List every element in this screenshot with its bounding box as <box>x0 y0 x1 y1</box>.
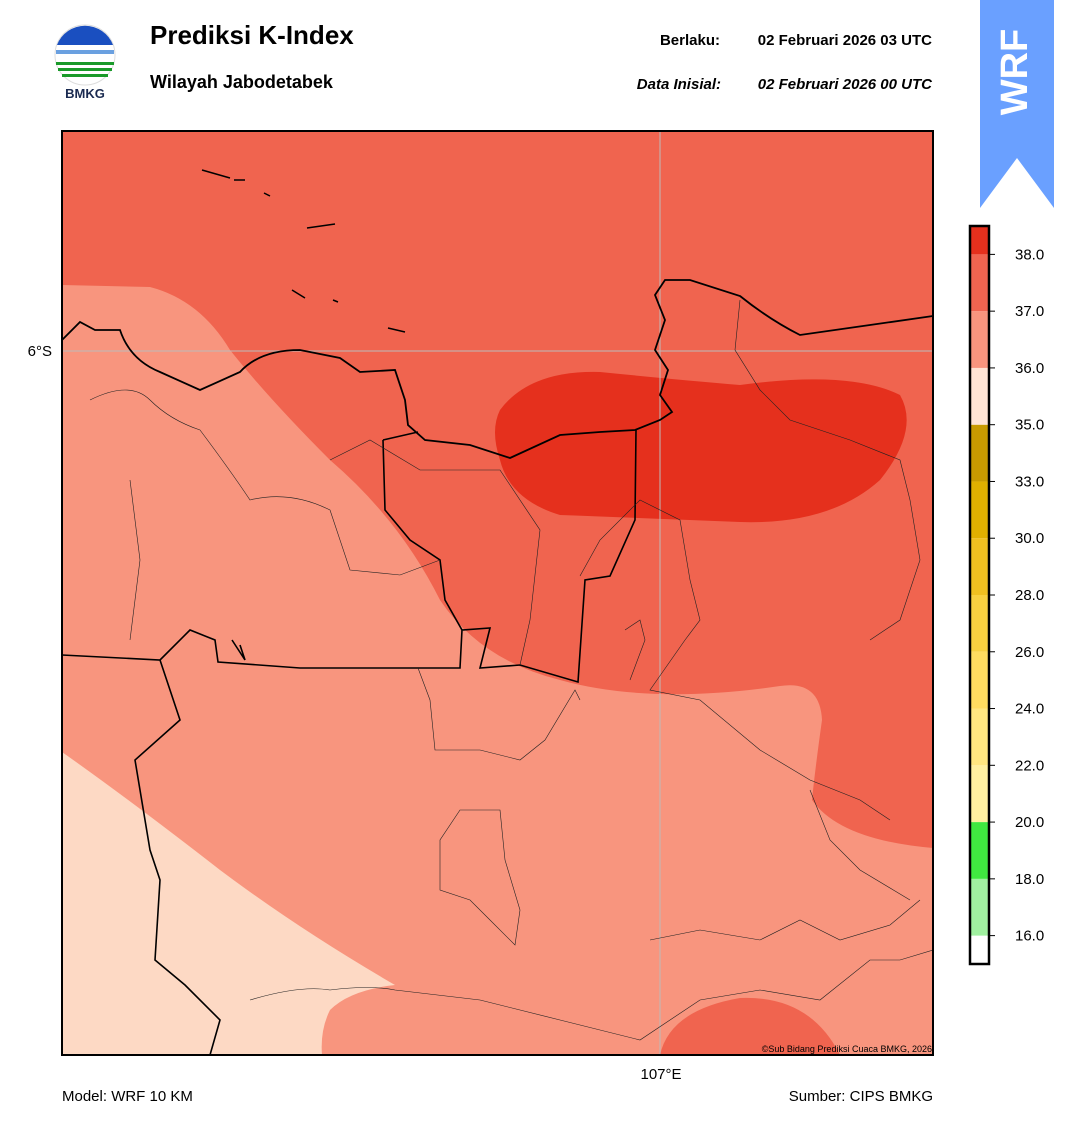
valid-label: Berlaku: <box>660 32 720 49</box>
subtitle: Wilayah Jabodetabek <box>150 72 334 92</box>
colorbar-segment <box>970 651 989 709</box>
colorbar-segment <box>970 822 989 879</box>
init-time: 02 Februari 2026 00 UTC <box>758 76 933 93</box>
colorbar-segment <box>970 424 989 482</box>
colorbar-tick-label: 38.0 <box>1015 246 1044 263</box>
map: ©Sub Bidang Prediksi Cuaca BMKG, 2026 <box>62 131 933 1055</box>
colorbar-tick-label: 24.0 <box>1015 701 1044 718</box>
lat-label: 6°S <box>28 343 52 360</box>
colorbar-tick-label: 30.0 <box>1015 530 1044 547</box>
colorbar-segment <box>970 708 989 766</box>
colorbar-segment <box>970 595 989 652</box>
colorbar-tick-label: 28.0 <box>1015 587 1044 604</box>
colorbar-segment <box>970 935 989 964</box>
colorbar-tick-label: 35.0 <box>1015 417 1044 434</box>
colorbar-segment <box>970 367 989 425</box>
colorbar: 16.0 18.0 20.0 22.0 24.0 26.0 28.0 30.0 33.0 35.0… <box>968 224 1044 966</box>
colorbar-segment <box>970 254 989 312</box>
badge-text: WRF <box>994 29 1036 116</box>
colorbar-segment <box>970 311 989 368</box>
colorbar-tick-label: 18.0 <box>1015 871 1044 888</box>
colorbar-tick-label: 36.0 <box>1015 360 1044 377</box>
colorbar-segment <box>970 765 989 823</box>
colorbar-tick-label: 26.0 <box>1015 644 1044 661</box>
map-frame <box>61 130 934 1056</box>
badge <box>980 0 1054 208</box>
colorbar-tick-label: 16.0 <box>1015 928 1044 945</box>
logo: BMKG <box>54 24 116 101</box>
logo-text: BMKG <box>65 86 105 101</box>
valid-time: 02 Februari 2026 03 UTC <box>758 32 932 49</box>
colorbar-tick-label: 20.0 <box>1015 814 1044 831</box>
title: Prediksi K-Index <box>150 20 354 50</box>
colorbar-segment <box>970 878 989 936</box>
colorbar-segment <box>970 226 989 255</box>
footer-model: Model: WRF 10 KM <box>62 1088 193 1105</box>
colorbar-tick-label: 22.0 <box>1015 757 1044 774</box>
init-label: Data Inisial: <box>637 76 721 93</box>
colorbar-tick-label: 33.0 <box>1015 473 1044 490</box>
colorbar-segment <box>970 538 989 595</box>
lon-label: 107°E <box>640 1066 681 1083</box>
colorbar-tick-label: 37.0 <box>1015 303 1044 320</box>
footer-source: Sumber: CIPS BMKG <box>789 1088 933 1105</box>
colorbar-segment <box>970 481 989 539</box>
map-credit: ©Sub Bidang Prediksi Cuaca BMKG, 2026 <box>762 1044 932 1054</box>
